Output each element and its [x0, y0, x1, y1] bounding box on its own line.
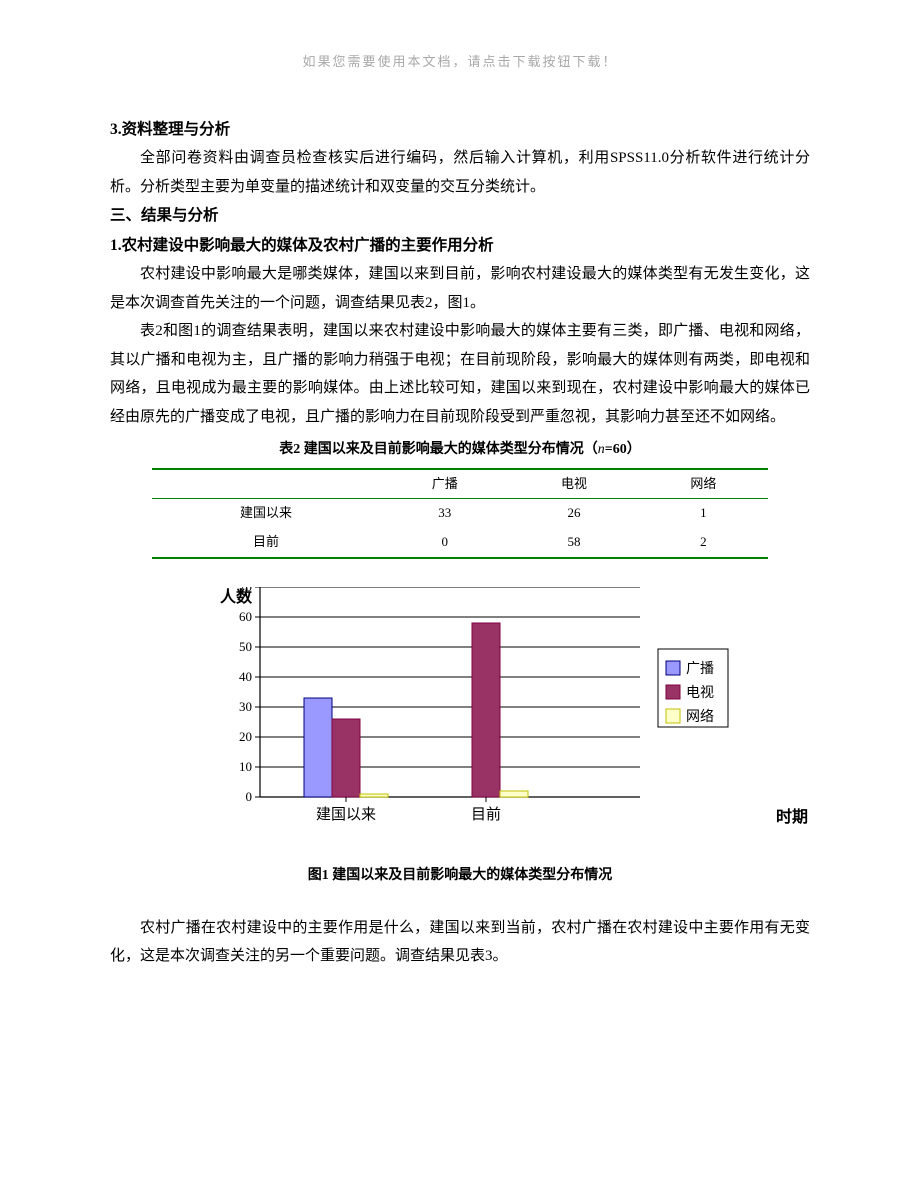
table2-caption-n: n [598, 442, 605, 457]
chart-ytick-label: 10 [239, 759, 252, 774]
table2-row: 目前0582 [152, 528, 768, 558]
table2-cell: 目前 [152, 528, 380, 558]
chart-bar [332, 719, 360, 797]
chart-ytick-label: 60 [239, 609, 252, 624]
section-3-para-1: 全部问卷资料由调查员检查核实后进行编码，然后输入计算机，利用SPSS11.0分析… [110, 144, 810, 201]
table2-cell: 58 [509, 528, 638, 558]
table2-row: 建国以来33261 [152, 499, 768, 528]
results-heading: 三、结果与分析 [110, 201, 810, 230]
chart-legend-swatch [666, 685, 680, 699]
chart-legend-label: 网络 [686, 708, 714, 724]
table2-caption: 表2 建国以来及目前影响最大的媒体类型分布情况（n=60） [110, 437, 810, 464]
chart-ytick-label: 70 [239, 587, 252, 594]
section-3: 3.资料整理与分析 全部问卷资料由调查员检查核实后进行编码，然后输入计算机，利用… [110, 115, 810, 201]
table2-cell: 33 [380, 499, 509, 528]
table2-col-2: 电视 [509, 469, 638, 499]
chart-legend-label: 广播 [686, 660, 714, 676]
figure1-chart: 人数 010203040506070建国以来目前广播电视网络 时期 [160, 587, 760, 848]
table2: 广播电视网络 建国以来33261目前0582 [152, 468, 768, 559]
section-results: 三、结果与分析 1.农村建设中影响最大的媒体及农村广播的主要作用分析 农村建设中… [110, 201, 810, 431]
results-para-2: 表2和图1的调查结果表明，建国以来农村建设中影响最大的媒体主要有三类，即广播、电… [110, 317, 810, 431]
chart-bar [304, 698, 332, 797]
figure1-caption: 图1 建国以来及目前影响最大的媒体类型分布情况 [110, 863, 810, 890]
table2-header-row: 广播电视网络 [152, 469, 768, 499]
table2-col-1: 广播 [380, 469, 509, 499]
chart-ytick-label: 0 [246, 789, 253, 804]
doc-header-note: 如果您需要使用本文档，请点击下载按钮下载！ [110, 50, 810, 75]
results-para-1: 农村建设中影响最大是哪类媒体，建国以来到目前，影响农村建设最大的媒体类型有无发生… [110, 260, 810, 317]
section-3-heading: 3.资料整理与分析 [110, 115, 810, 144]
chart-legend-swatch [666, 709, 680, 723]
table2-cell: 26 [509, 499, 638, 528]
table2-cell: 0 [380, 528, 509, 558]
chart-category-label: 目前 [471, 806, 501, 823]
results-para-3: 农村广播在农村建设中的主要作用是什么，建国以来到当前，农村广播在农村建设中主要作… [110, 914, 810, 971]
chart-ytick-label: 40 [239, 669, 252, 684]
table2-caption-main: 表2 建国以来及目前影响最大的媒体类型分布情况（ [279, 442, 598, 457]
table2-cell: 建国以来 [152, 499, 380, 528]
chart-category-label: 建国以来 [316, 806, 376, 823]
table2-col-3: 网络 [639, 469, 768, 499]
table2-caption-tail: =60） [605, 442, 641, 457]
chart-legend-label: 电视 [686, 684, 714, 700]
chart-x-title: 时期 [776, 803, 808, 833]
chart-ytick-label: 20 [239, 729, 252, 744]
results-sub-1: 1.农村建设中影响最大的媒体及农村广播的主要作用分析 [110, 231, 810, 260]
chart-bar [360, 794, 388, 797]
chart-ytick-label: 50 [239, 639, 252, 654]
chart-bar [500, 791, 528, 797]
table2-cell: 2 [639, 528, 768, 558]
chart-svg: 0 10 20 30 40 50 60 70 建国以来 目前 广播电视网络 [220, 587, 760, 837]
table2-col-0 [152, 469, 380, 499]
chart-ytick-label: 30 [239, 699, 252, 714]
chart-legend-swatch [666, 661, 680, 675]
chart-bar [472, 623, 500, 797]
table2-cell: 1 [639, 499, 768, 528]
